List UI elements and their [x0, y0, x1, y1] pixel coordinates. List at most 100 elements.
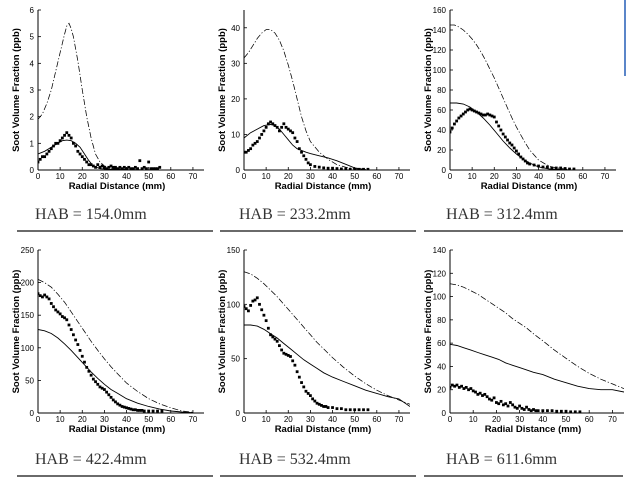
data-point: [91, 377, 95, 381]
data-point: [133, 165, 137, 169]
y-tick-label: 0: [442, 166, 447, 175]
data-point: [133, 408, 137, 412]
data-point: [260, 308, 264, 312]
data-point: [476, 392, 480, 396]
data-point: [151, 167, 155, 170]
data-point: [103, 388, 106, 391]
x-tick-label: 60: [166, 172, 175, 181]
x-tick-label: 40: [122, 415, 131, 424]
x-axis-label: Radial Distance (mm): [275, 424, 372, 435]
data-point: [76, 343, 80, 346]
data-point: [136, 167, 139, 170]
data-point: [145, 167, 148, 170]
x-tick-label: 20: [284, 415, 293, 424]
y-tick-label: 10: [231, 130, 240, 139]
data-point: [54, 141, 58, 145]
data-point: [76, 149, 80, 153]
x-tick-label: 0: [448, 415, 453, 424]
x-tick-label: 50: [144, 415, 153, 424]
data-point: [72, 333, 75, 337]
data-point: [258, 302, 261, 306]
data-point: [313, 399, 317, 403]
data-point: [471, 389, 475, 393]
data-point: [464, 385, 468, 389]
data-point: [455, 383, 459, 387]
x-tick-label: 70: [608, 415, 617, 424]
dashdot-series-line: [38, 22, 160, 170]
data-point: [344, 408, 348, 412]
y-axis-label: Soot Volume Fraction (ppb): [423, 28, 434, 152]
data-point: [569, 410, 573, 413]
hab-caption: HAB = 532.4mm: [239, 451, 351, 468]
data-point: [339, 407, 343, 411]
y-tick-label: 5: [30, 33, 35, 42]
data-point: [100, 164, 104, 168]
x-tick-label: 50: [350, 415, 359, 424]
data-point: [67, 323, 71, 327]
caption-rule: [424, 230, 623, 232]
data-point: [49, 302, 53, 305]
data-point: [94, 380, 97, 384]
data-point: [467, 388, 470, 392]
y-tick-label: 100: [433, 66, 447, 75]
series-group: [38, 278, 193, 413]
y-tick-label: 4: [30, 59, 35, 68]
data-point: [499, 399, 503, 403]
data-point: [122, 165, 126, 169]
data-point: [517, 152, 521, 156]
data-point: [131, 167, 135, 170]
y-tick-label: 140: [433, 26, 447, 35]
x-tick-label: 30: [100, 415, 109, 424]
x-tick-label: 20: [492, 415, 501, 424]
data-point: [457, 385, 461, 389]
data-point: [545, 165, 549, 169]
data-point: [518, 404, 521, 408]
y-tick-label: 20: [437, 146, 446, 155]
data-point: [453, 122, 456, 126]
data-point: [335, 167, 339, 170]
data-point: [80, 354, 84, 358]
data-point: [275, 339, 279, 343]
data-point: [508, 401, 512, 404]
x-tick-label: 10: [469, 415, 478, 424]
solid-series-line: [450, 343, 624, 393]
data-point: [153, 167, 157, 170]
data-point: [550, 409, 554, 413]
data-point: [515, 149, 518, 153]
data-point: [322, 405, 326, 408]
data-point: [450, 126, 454, 130]
x-axis-label: Radial Distance (mm): [69, 181, 166, 192]
data-point: [512, 146, 516, 150]
y-tick-label: 120: [433, 46, 447, 55]
data-point: [56, 310, 60, 314]
data-point: [249, 147, 253, 151]
data-point: [462, 387, 466, 390]
data-point: [74, 144, 78, 148]
data-point: [105, 390, 109, 394]
caption-rule: [17, 230, 213, 232]
data-point: [269, 120, 272, 124]
data-point: [147, 160, 151, 164]
x-tick-label: 30: [512, 172, 521, 181]
data-point: [63, 133, 66, 137]
data-point: [506, 404, 510, 408]
data-point: [527, 408, 531, 411]
data-point: [136, 408, 139, 412]
data-point: [486, 112, 490, 116]
data-point: [506, 138, 509, 142]
x-axis-label: Radial Distance (mm): [69, 424, 166, 435]
data-point: [118, 403, 122, 407]
data-point: [83, 157, 86, 161]
caption-rule: [220, 230, 416, 232]
y-tick-label: 0: [30, 409, 35, 418]
chart-panel: 0 10 20 30 40 50 60 70 0 50 100 150 Radial Distance …: [206, 240, 416, 482]
data-point: [271, 122, 275, 126]
data-point: [273, 337, 277, 341]
data-point: [284, 352, 288, 356]
data-point: [127, 407, 131, 410]
data-point: [98, 385, 102, 389]
caption-rule: [424, 475, 623, 477]
data-point: [555, 409, 559, 413]
data-point: [109, 395, 113, 399]
data-point: [255, 140, 259, 143]
